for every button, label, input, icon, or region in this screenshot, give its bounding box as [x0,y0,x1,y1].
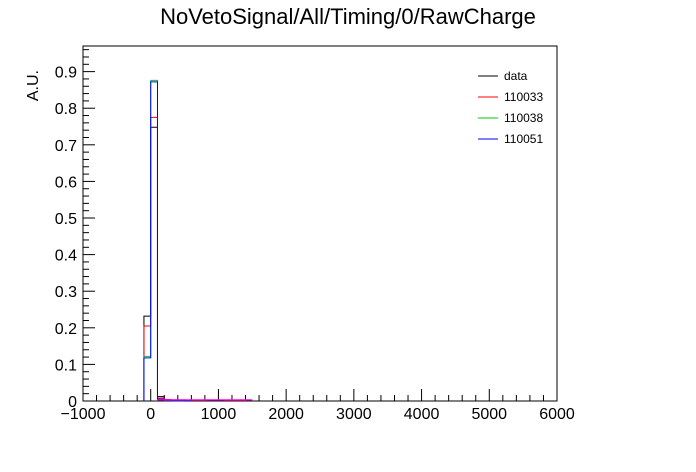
x-tick-label: −1000 [61,406,106,423]
y-tick-label: 0.4 [55,248,77,265]
x-tick-label: 3000 [336,406,372,423]
x-tick-label: 2000 [268,406,304,423]
histogram-series-110051 [143,81,192,402]
y-tick-label: 0.1 [55,357,77,374]
y-tick-label: 0.2 [55,321,77,338]
legend-label: data [504,69,528,83]
histogram-series-110038 [143,79,186,402]
plot-frame [82,45,558,402]
y-tick-label: 0.9 [55,65,77,82]
y-tick-label: 0 [68,394,77,411]
legend-label: 110038 [504,111,543,125]
x-tick-label: 5000 [471,406,507,423]
chart-title: NoVetoSignal/All/Timing/0/RawCharge [160,4,536,29]
y-tick-label: 0.8 [55,101,77,118]
legend-label: 110051 [504,132,543,146]
y-tick-label: 0.3 [55,284,77,301]
x-tick-label: 6000 [539,406,575,423]
histogram-series-data [143,126,206,402]
y-tick-label: 0.7 [55,138,77,155]
x-tick-label: 1000 [201,406,237,423]
y-tick-label: 0.6 [55,174,77,191]
x-tick-label: 4000 [404,406,440,423]
y-tick-label: 0.5 [55,211,77,228]
histogram-series-110033 [143,116,247,401]
x-tick-label: 0 [146,406,155,423]
y-axis-label: A.U. [25,70,42,101]
legend-label: 110033 [504,90,543,104]
